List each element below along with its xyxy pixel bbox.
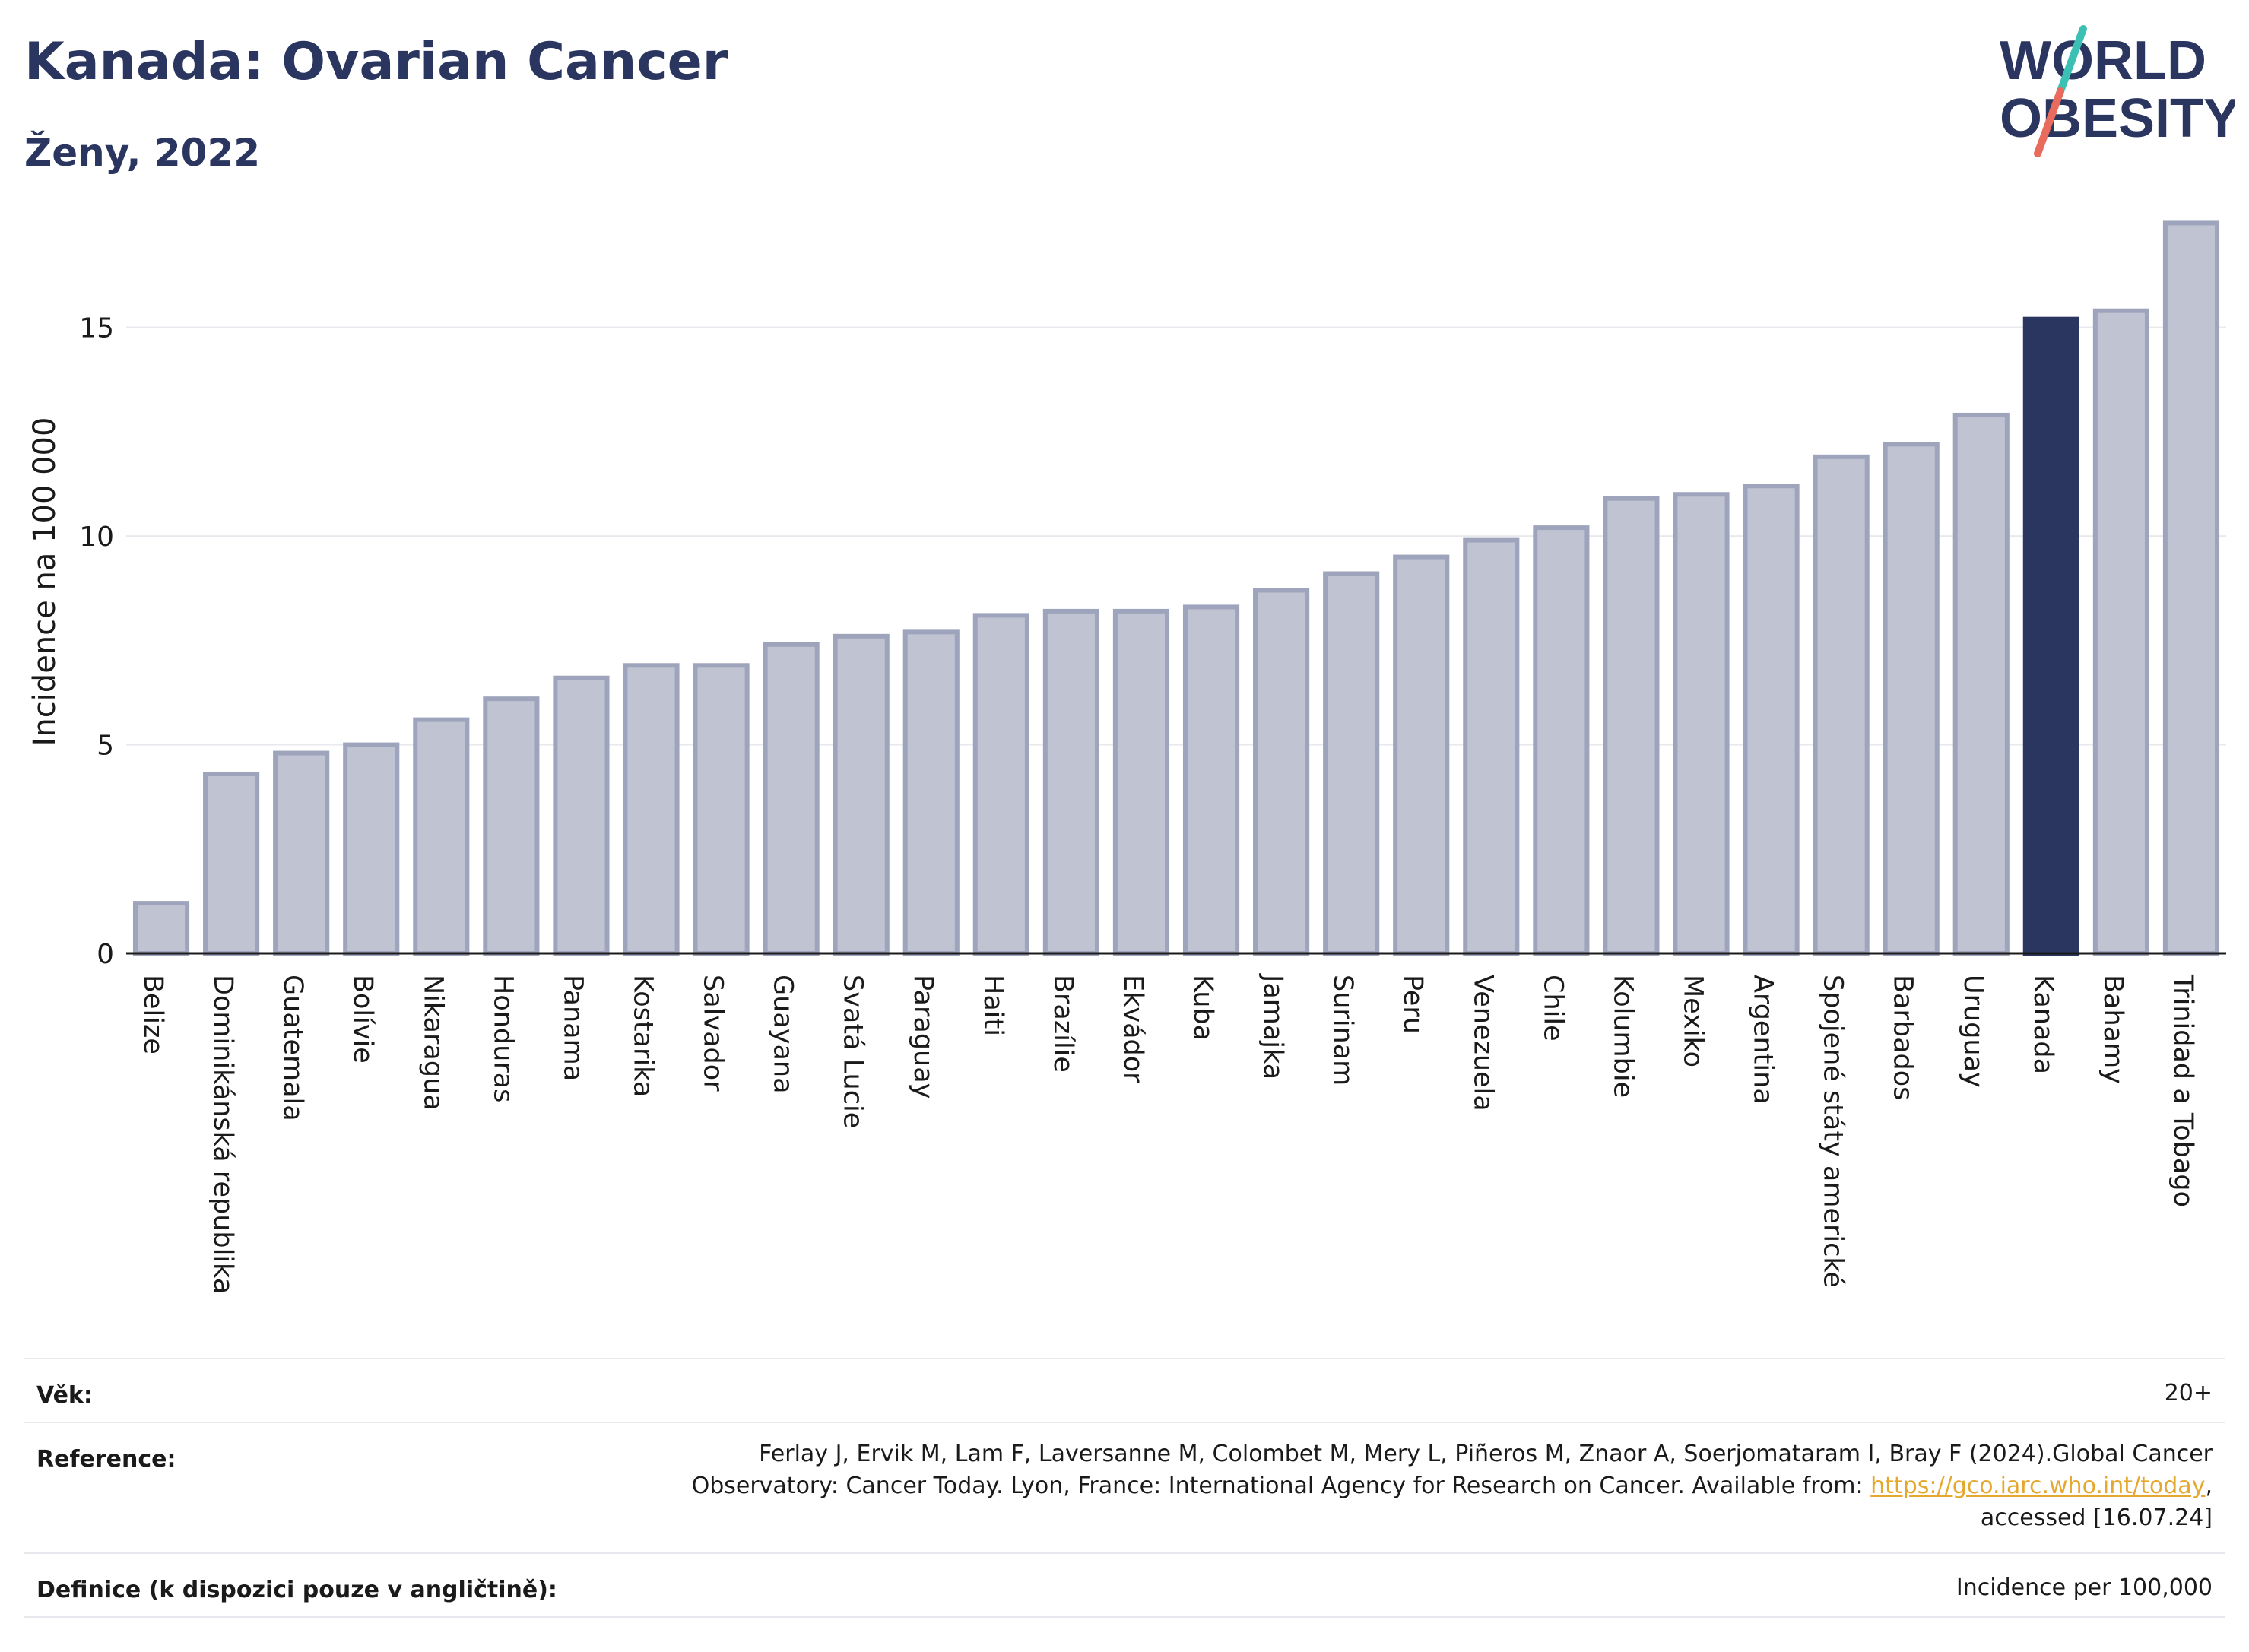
x-tick-label: Nikaragua: [417, 975, 448, 1111]
reference-line-3: accessed [16.07.24]: [1980, 1505, 2213, 1531]
x-tick-label: Panama: [557, 975, 588, 1081]
x-tick-label: Guatemala: [278, 975, 308, 1121]
bar-panama: [553, 675, 610, 956]
x-tick-label: Kolumbie: [1607, 975, 1638, 1098]
reference-label: Reference:: [36, 1446, 176, 1473]
reference-link[interactable]: https://gco.iarc.who.int/today: [1870, 1473, 2206, 1499]
bar-chile: [1533, 525, 1590, 956]
bar-surinam: [1323, 571, 1380, 956]
logo-slash-coral: [2034, 87, 2064, 157]
x-tick-labels: Belize Dominikánská republika Guatemala Bol…: [138, 973, 2198, 1294]
bar-salvador: [693, 663, 750, 956]
definition-label: Definice (k dispozici pouze v angličtině…: [36, 1577, 557, 1603]
page-subtitle: Ženy, 2022: [24, 131, 261, 175]
bar-bolívie: [343, 742, 400, 956]
x-tick-label: Venezuela: [1467, 975, 1498, 1111]
bar-barbados: [1883, 442, 1940, 956]
logo-line-2: OBESITY: [2000, 88, 2235, 149]
reference-line-1: Ferlay J, Ervik M, Lam F, Laversanne M, …: [759, 1441, 2213, 1467]
grid-lines: [126, 326, 2226, 746]
y-tick-label: 10: [79, 522, 114, 553]
bar-uruguay: [1952, 412, 2010, 956]
y-tick-label: 15: [79, 313, 114, 344]
definition-value: Incidence per 100,000: [1956, 1574, 2213, 1601]
bar-nikaragua: [413, 717, 470, 956]
bar-kuba: [1182, 604, 1240, 956]
bar-trinidad-a-tobago: [2162, 220, 2220, 956]
bar-jamajka: [1253, 588, 1310, 956]
x-tick-label: Barbados: [1888, 975, 1918, 1100]
x-tick-label: Kuba: [1188, 975, 1218, 1041]
y-tick-labels: 0 5 10 15: [79, 313, 114, 970]
bar-kolumbie: [1603, 496, 1660, 956]
info-row-reference: Reference: Ferlay J, Ervik M, Lam F, Lav…: [24, 1422, 2225, 1552]
x-tick-label: Guayana: [768, 975, 798, 1094]
x-tick-label: Surinam: [1328, 975, 1358, 1086]
bar-kanada: [2022, 316, 2079, 956]
bar-dominikánská-republika: [203, 771, 260, 956]
y-tick-label: 0: [97, 939, 114, 970]
bar-guayana: [763, 642, 820, 956]
x-tick-label: Peru: [1397, 975, 1428, 1034]
x-tick-label: Argentina: [1748, 975, 1778, 1105]
x-tick-label: Svatá Lucie: [838, 975, 868, 1128]
y-axis-label: Incidence na 100 000: [27, 417, 62, 747]
logo-slash-teal: [2057, 25, 2087, 95]
bar-kostarika: [623, 663, 680, 956]
bar-bahamy: [2092, 308, 2149, 956]
x-tick-label: Mexiko: [1678, 975, 1708, 1067]
reference-line-2: Observatory: Cancer Today. Lyon, France:…: [691, 1473, 2213, 1499]
x-tick-label: Trinidad a Tobago: [2168, 974, 2198, 1207]
info-row-definition: Definice (k dispozici pouze v angličtině…: [24, 1552, 2225, 1618]
bar-chart: 0 5 10 15 Belize Dominikánská republika Guate…: [27, 220, 2226, 1294]
age-label: Věk:: [36, 1382, 93, 1409]
bar-ekvádor: [1112, 608, 1170, 956]
bar-paraguay: [902, 629, 960, 956]
bar-venezuela: [1463, 537, 1520, 956]
x-tick-label: Bahamy: [2098, 975, 2128, 1084]
page-title: Kanada: Ovarian Cancer: [24, 32, 728, 92]
x-tick-label: Uruguay: [1958, 975, 1988, 1088]
bar-spojené-státy-americké: [1813, 454, 1870, 956]
x-tick-label: Paraguay: [908, 975, 938, 1099]
bar-guatemala: [273, 750, 330, 956]
bar-honduras: [483, 696, 540, 956]
bar-peru: [1393, 554, 1450, 956]
bar-belize: [132, 901, 190, 956]
x-tick-label: Dominikánská republika: [208, 975, 238, 1294]
y-tick-label: 5: [97, 731, 114, 762]
bar-mexiko: [1673, 492, 1730, 956]
info-table-bottom-border: [24, 1616, 2225, 1618]
reference-line-2-text: Observatory: Cancer Today. Lyon, France:…: [691, 1473, 1864, 1499]
bar-brazílie: [1042, 608, 1099, 956]
logo-line-1: WORLD: [2000, 30, 2206, 91]
x-tick-label: Jamajka: [1258, 973, 1288, 1080]
age-value: 20+: [2164, 1380, 2213, 1406]
bar-haiti: [972, 613, 1029, 956]
x-tick-label: Haiti: [978, 975, 1008, 1036]
reference-value: Ferlay J, Ervik M, Lam F, Laversanne M, …: [464, 1438, 2213, 1534]
x-tick-label: Honduras: [487, 975, 518, 1102]
x-tick-label: Bolívie: [347, 975, 378, 1064]
x-tick-label: Chile: [1537, 975, 1568, 1042]
x-tick-label: Spojené státy americké: [1818, 975, 1848, 1288]
x-tick-label: Salvador: [698, 975, 728, 1092]
bar-svatá-lucie: [833, 633, 890, 956]
x-tick-label: Brazílie: [1048, 975, 1078, 1073]
x-tick-label: Belize: [138, 975, 168, 1054]
info-row-age: Věk: 20+: [24, 1358, 2225, 1422]
bar-argentina: [1743, 484, 1800, 956]
world-obesity-logo: WORLD OBESITY: [2000, 25, 2235, 157]
x-tick-label: Kanada: [2028, 975, 2058, 1074]
x-tick-label: Kostarika: [628, 975, 658, 1097]
bars: [132, 220, 2220, 956]
x-tick-label: Ekvádor: [1118, 975, 1148, 1083]
